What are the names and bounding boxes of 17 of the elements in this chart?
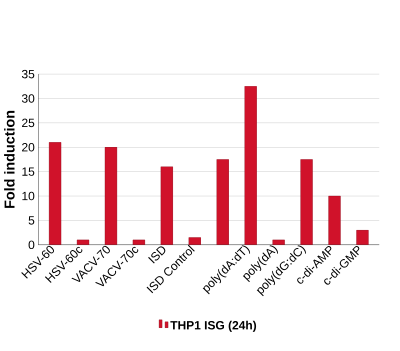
y-tick-label: 5: [28, 216, 34, 224]
bar: [48, 142, 62, 245]
bar: [328, 196, 341, 245]
y-tick-label: 35: [22, 70, 34, 78]
legend-label: THP1 ISG (24h): [170, 320, 256, 332]
y-tick-label: 25: [22, 118, 34, 127]
bar: [160, 166, 174, 245]
bar: [244, 86, 257, 245]
y-tick-label: 15: [22, 167, 34, 176]
y-tick-label: 30: [22, 94, 34, 103]
bar: [300, 159, 313, 245]
y-tick-label: 10: [22, 192, 34, 200]
bar: [216, 159, 229, 245]
bar: [104, 146, 118, 245]
x-tick-label: ISD: [148, 246, 166, 264]
y-axis-title: Fold induction: [4, 110, 15, 208]
y-tick-label: 20: [22, 142, 34, 152]
